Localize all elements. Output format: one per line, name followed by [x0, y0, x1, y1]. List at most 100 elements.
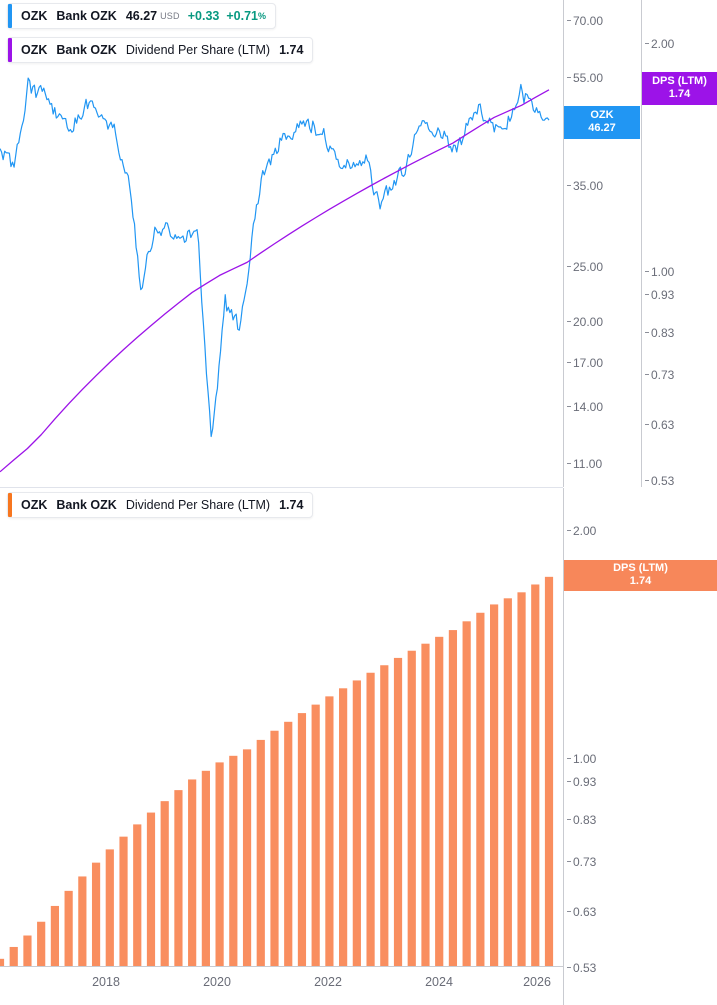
dps-bar[interactable] — [133, 824, 142, 966]
dps-bar[interactable] — [531, 584, 540, 966]
dps-panel-tick-label: 0.83 — [573, 813, 597, 827]
dps-bar[interactable] — [270, 730, 279, 966]
dps-panel-tick-label: 1.00 — [573, 752, 597, 766]
dps-bar[interactable] — [215, 762, 224, 966]
dps-bar[interactable] — [64, 890, 73, 966]
dps-bar[interactable] — [366, 672, 375, 966]
tick-mark-icon — [567, 362, 571, 363]
price-axis-line — [563, 0, 564, 487]
dps-bar[interactable] — [37, 921, 46, 966]
dps-bar[interactable] — [325, 696, 334, 966]
dps-bar[interactable] — [311, 704, 320, 966]
tick-mark-icon — [567, 463, 571, 464]
dps-bar[interactable] — [435, 636, 444, 966]
price-legend[interactable]: OZK Bank OZK 46.27 USD +0.33 +0.71 % — [7, 3, 277, 29]
dps-bar[interactable] — [256, 739, 265, 966]
tick-mark-icon — [567, 185, 571, 186]
dps-bar[interactable] — [476, 612, 485, 966]
dps-bar[interactable] — [462, 621, 471, 966]
dps-bar[interactable] — [407, 650, 416, 966]
dps-panel-tick-3: 0.83 — [567, 813, 597, 827]
tick-mark-icon — [567, 911, 571, 912]
dps-bar[interactable] — [517, 592, 526, 966]
x-axis-line — [0, 966, 563, 967]
price-tick-6: 17.00 — [567, 356, 604, 370]
dps-panel-legend-swatch — [8, 493, 12, 517]
price-tick-label: 70.00 — [573, 14, 604, 28]
tick-mark-icon — [645, 271, 649, 272]
price-legend-unit: USD — [160, 11, 180, 21]
dps-bar[interactable] — [544, 576, 554, 966]
dps-plot-area[interactable] — [0, 488, 563, 967]
dps-bar[interactable] — [352, 680, 361, 966]
x-tick-1: 2020 — [203, 975, 231, 989]
dps-bar[interactable] — [9, 946, 18, 966]
dps-bar[interactable] — [229, 755, 238, 966]
dps-bar[interactable] — [421, 643, 430, 966]
dps-panel-tick-2: 0.93 — [567, 775, 597, 789]
price-badge-label: OZK — [590, 109, 614, 121]
price-value-badge[interactable]: OZK 46.27 — [564, 106, 640, 139]
dps-bar[interactable] — [119, 836, 128, 966]
dps-bar[interactable] — [0, 958, 5, 966]
price-tick-1: 55.00 — [567, 71, 604, 85]
dps-bar[interactable] — [23, 935, 32, 966]
dps-bar[interactable] — [78, 876, 87, 966]
dps-panel-legend[interactable]: OZK Bank OZK Dividend Per Share (LTM) 1.… — [7, 492, 314, 518]
dps-overlay-tick-label: 0.93 — [651, 288, 675, 302]
dps-panel-axis-line — [563, 488, 564, 1005]
panel-divider — [0, 487, 563, 488]
dps-bar[interactable] — [380, 665, 389, 966]
dps-bar[interactable] — [188, 779, 197, 966]
price-tick-4: 25.00 — [567, 261, 603, 273]
price-badge-value: 46.27 — [588, 122, 616, 134]
price-legend-ticker: OZK — [21, 9, 48, 23]
dps-bar[interactable] — [160, 801, 169, 966]
price-tick-label: 55.00 — [573, 71, 604, 85]
dps-bar[interactable] — [91, 862, 101, 966]
price-tick-label: 14.00 — [573, 400, 604, 414]
dps-bar[interactable] — [393, 657, 403, 966]
price-panel — [0, 0, 717, 487]
price-tick-label: 17.00 — [573, 356, 604, 370]
dps-bar[interactable] — [339, 688, 348, 966]
dps-overlay-value-badge[interactable]: DPS (LTM) 1.74 — [642, 72, 717, 105]
price-tick-8: 11.00 — [567, 457, 603, 471]
dps-bar[interactable] — [284, 721, 293, 966]
dps-panel-tick-label: 0.93 — [573, 775, 597, 789]
dps-bar[interactable] — [297, 713, 307, 966]
percent-sign: % — [258, 11, 267, 21]
tick-mark-icon — [567, 266, 571, 267]
price-plot-area[interactable] — [0, 0, 563, 487]
dps-bar[interactable] — [201, 770, 210, 966]
tick-mark-icon — [567, 819, 571, 820]
dps-bar[interactable] — [146, 812, 156, 966]
tick-mark-icon — [567, 321, 571, 322]
dps-overlay-tick-0: 2.00 — [645, 38, 674, 50]
dps-bars-svg — [0, 576, 554, 966]
dps-bar[interactable] — [503, 598, 512, 966]
price-tick-label: 11.00 — [573, 457, 603, 471]
dps-bar[interactable] — [490, 604, 499, 966]
dps-overlay-line-series — [0, 89, 550, 473]
dps-overlay-legend[interactable]: OZK Bank OZK Dividend Per Share (LTM) 1.… — [7, 37, 314, 63]
x-tick-3: 2024 — [425, 975, 453, 989]
dps-bar[interactable] — [174, 790, 183, 966]
price-legend-swatch — [8, 4, 12, 28]
tick-mark-icon — [567, 967, 571, 968]
dps-bar[interactable] — [50, 905, 59, 966]
dps-overlay-axis-line — [641, 0, 642, 487]
dps-bar[interactable] — [105, 849, 114, 966]
dps-overlay-badge-value: 1.74 — [668, 88, 691, 100]
price-plot-svg — [0, 77, 550, 473]
dps-panel-value-badge[interactable]: DPS (LTM) 1.74 — [564, 560, 717, 591]
dps-overlay-legend-last: 1.74 — [279, 43, 304, 57]
price-legend-change-pct: +0.71 — [226, 9, 258, 23]
dps-panel-badge-label: DPS (LTM) — [613, 562, 668, 574]
dps-bar[interactable] — [242, 749, 252, 966]
dps-overlay-tick-label: 0.73 — [651, 368, 675, 382]
dps-bar[interactable] — [448, 630, 458, 966]
dps-overlay-tick-label: 0.53 — [651, 474, 675, 488]
dps-overlay-tick-2: 0.93 — [645, 288, 675, 302]
dps-overlay-tick-1: 1.00 — [645, 266, 674, 278]
